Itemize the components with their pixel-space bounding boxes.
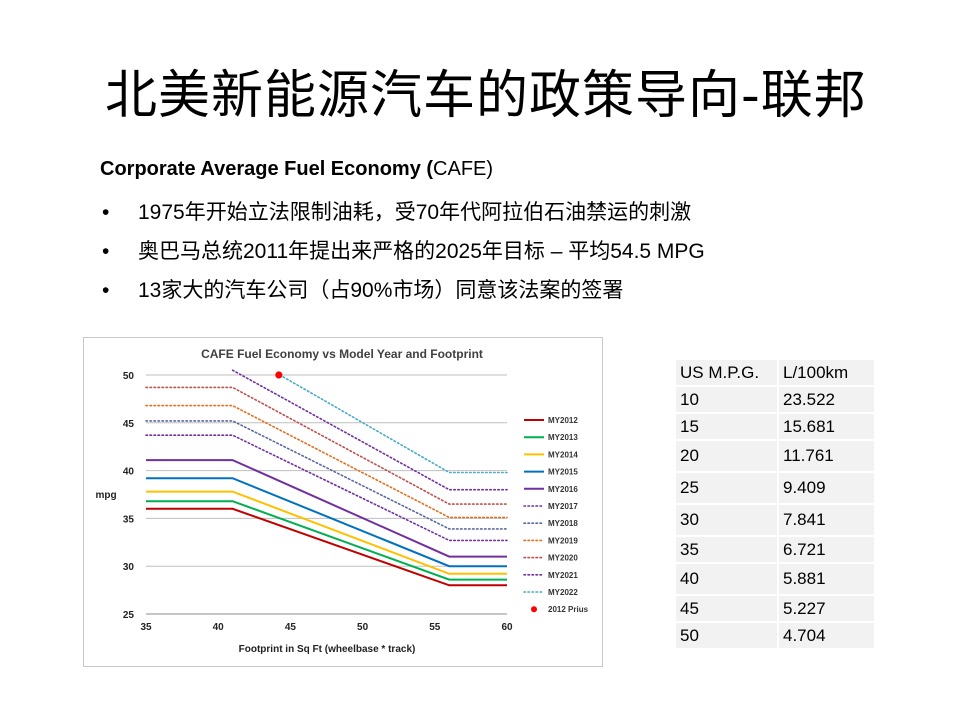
y-tick-label: 35 [123, 514, 135, 525]
y-tick-label: 50 [123, 371, 135, 382]
series-line-my2019 [145, 404, 508, 519]
legend-label: MY2017 [548, 502, 578, 511]
x-tick-label: 45 [285, 622, 297, 633]
l100km-cell: 7.841 [778, 504, 874, 537]
y-tick-label: 25 [123, 610, 135, 621]
legend-label: MY2022 [548, 588, 578, 597]
x-tick-label: 50 [357, 622, 369, 633]
bullet-text: 奥巴马总统2011年提出来严格的2025年目标 – 平均54.5 MPG [138, 240, 705, 263]
series-line-my2021 [231, 369, 508, 491]
bullet-item: • 奥巴马总统2011年提出来严格的2025年目标 – 平均54.5 MPG [100, 232, 705, 271]
legend-label: MY2013 [548, 433, 578, 442]
bullet-item: • 13家大的汽车公司（占90%市场）同意该法案的签署 [100, 271, 705, 310]
y-tick-label: 40 [123, 467, 135, 478]
l100km-cell: 9.409 [778, 472, 874, 505]
bullet-text: 13家大的汽车公司（占90%市场）同意该法案的签署 [138, 279, 624, 302]
table-row: 30 7.841 [676, 504, 874, 537]
legend-label: MY2015 [548, 468, 578, 477]
l100km-cell: 6.721 [778, 536, 874, 564]
table-row: 45 5.227 [676, 595, 874, 623]
l100km-cell: 11.761 [778, 440, 874, 473]
x-axis-label: Footprint in Sq Ft (wheelbase * track) [239, 644, 416, 655]
table-row: 50 4.704 [676, 622, 874, 650]
y-tick-label: 45 [123, 419, 135, 430]
table-row: 25 9.409 [676, 472, 874, 505]
legend-label: MY2016 [548, 485, 578, 494]
series-line-my2012 [146, 507, 507, 587]
cafe-subtitle: Corporate Average Fuel Economy (CAFE) [100, 155, 493, 183]
column-header-l100km: L/100km [778, 360, 874, 387]
cafe-chart: CAFE Fuel Economy vs Model Year and Foot… [83, 337, 603, 667]
series-line-my2015 [146, 477, 507, 568]
series-line-my2013 [146, 500, 507, 581]
legend-label: MY2019 [548, 536, 578, 545]
mpg-cell: 15 [676, 413, 779, 441]
l100km-cell: 5.881 [778, 563, 874, 596]
x-tick-label: 60 [501, 622, 513, 633]
series-line-my2016 [146, 459, 507, 558]
subtitle-bold: Corporate Average Fuel Economy ( [100, 158, 434, 180]
mpg-conversion-table: US M.P.G. L/100km 10 23.522 15 15.681 20 11.7… [676, 360, 874, 650]
y-tick-label: 30 [123, 562, 135, 573]
column-header-mpg: US M.P.G. [676, 360, 779, 387]
series-line-my2018 [145, 420, 508, 530]
chart-svg: CAFE Fuel Economy vs Model Year and Foot… [95, 347, 589, 655]
x-tick-label: 55 [429, 622, 441, 633]
mpg-cell: 40 [676, 563, 779, 596]
legend-label: MY2021 [548, 571, 578, 580]
legend-label: MY2012 [548, 416, 578, 425]
table-row: 10 23.522 [676, 386, 874, 414]
bullet-dot: • [102, 279, 110, 302]
mpg-cell: 20 [676, 440, 779, 473]
mpg-cell: 35 [676, 536, 779, 564]
l100km-cell: 23.522 [778, 386, 874, 414]
legend-label: MY2014 [548, 450, 578, 459]
chart-points-group [275, 371, 283, 379]
series-line-my2014 [146, 490, 507, 575]
bullet-item: • 1975年开始立法限制油耗，受70年代阿拉伯石油禁运的刺激 [100, 193, 705, 232]
slide-title: 北美新能源汽车的政策导向-联邦 [105, 66, 867, 126]
y-axis-label: mpg [95, 490, 116, 501]
chart-gridlines [146, 374, 507, 615]
bullet-dot: • [102, 201, 110, 224]
l100km-cell: 15.681 [778, 413, 874, 441]
series-line-my2020 [145, 386, 508, 505]
mpg-cell: 25 [676, 472, 779, 505]
mpg-cell: 45 [676, 595, 779, 623]
bullet-text: 1975年开始立法限制油耗，受70年代阿拉伯石油禁运的刺激 [138, 201, 692, 224]
legend-label: MY2018 [548, 519, 578, 528]
table-row: 40 5.881 [676, 563, 874, 596]
l100km-cell: 5.227 [778, 595, 874, 623]
table-header-row: US M.P.G. L/100km [676, 360, 874, 387]
chart-legend: MY2012 MY2013 MY2014 MY2015 MY2016 MY2017 MY20… [523, 416, 589, 614]
subtitle-rest: CAFE) [433, 158, 494, 180]
series-line-my2022 [282, 376, 508, 474]
chart-ticks-group: 25 30 35 40 45 50 35 40 45 50 55 60 [123, 371, 513, 633]
mpg-cell: 50 [676, 622, 779, 650]
chart-series-group [145, 369, 508, 587]
series-line-my2017 [145, 434, 508, 542]
table-row: 35 6.721 [676, 536, 874, 564]
legend-label: MY2020 [548, 554, 578, 563]
legend-swatch [531, 606, 537, 613]
data-point-prius [275, 371, 283, 379]
bullet-dot: • [102, 240, 110, 263]
table-row: 15 15.681 [676, 413, 874, 441]
table-row: 20 11.761 [676, 440, 874, 473]
l100km-cell: 4.704 [778, 622, 874, 650]
mpg-cell: 30 [676, 504, 779, 537]
x-tick-label: 40 [213, 622, 225, 633]
legend-label: 2012 Prius [548, 605, 589, 614]
chart-title: CAFE Fuel Economy vs Model Year and Foot… [201, 347, 483, 361]
x-tick-label: 35 [140, 622, 152, 633]
bullet-list: • 1975年开始立法限制油耗，受70年代阿拉伯石油禁运的刺激 • 奥巴马总统201… [100, 193, 705, 310]
mpg-cell: 10 [676, 386, 779, 414]
